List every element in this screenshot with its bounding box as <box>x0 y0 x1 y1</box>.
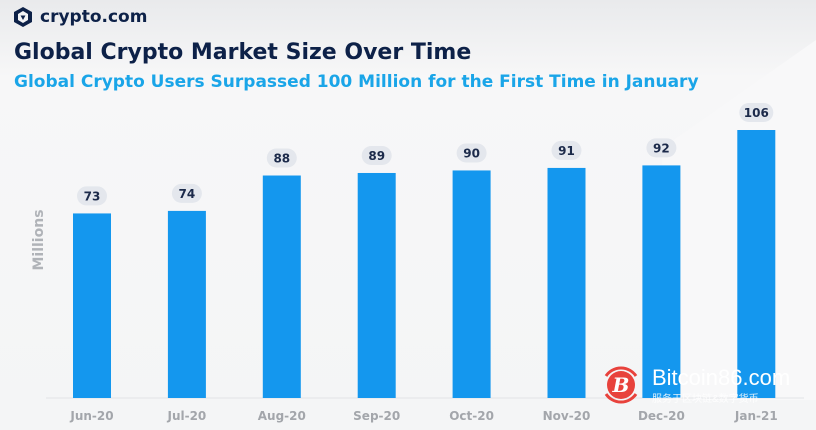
crypto-com-logo-icon <box>14 7 32 27</box>
data-label-pill <box>646 138 677 158</box>
chart-title: Global Crypto Market Size Over Time <box>14 40 472 65</box>
brand-logo: crypto.com <box>12 6 147 28</box>
x-tick-label: Jun-20 <box>69 409 113 423</box>
x-tick-label: Sep-20 <box>353 409 400 423</box>
data-label: 106 <box>744 106 769 120</box>
data-label-pill <box>266 148 297 168</box>
bar-Jun-20 <box>73 213 111 398</box>
bitcoin-watermark-icon: B <box>604 366 638 404</box>
chart-subtitle: Global Crypto Users Surpassed 100 Millio… <box>14 72 699 92</box>
svg-text:B: B <box>612 373 630 397</box>
bar-Jul-20 <box>167 210 206 398</box>
bar-Aug-20 <box>262 175 301 398</box>
bar-Dec-20 <box>642 165 681 398</box>
watermark-sub: 服务于区块链&数字货币 <box>652 393 759 405</box>
data-label-pill <box>171 183 202 203</box>
data-label-pill <box>361 145 392 165</box>
data-label: 73 <box>84 189 101 203</box>
brand-name: crypto.com <box>40 7 148 27</box>
x-tick-label: Dec-20 <box>638 409 685 423</box>
x-tick-label: Oct-20 <box>449 409 494 423</box>
x-tick-label: Jul-20 <box>166 409 206 423</box>
data-label: 92 <box>653 141 670 155</box>
watermark: B Bitcoin86.com 服务于区块链&数字货币 <box>598 362 790 408</box>
bar-Jan-21 <box>737 130 776 398</box>
bar-Sep-20 <box>357 172 396 398</box>
x-tick-label: Jan-21 <box>734 409 778 423</box>
data-label-pill <box>77 186 107 206</box>
data-label: 91 <box>558 144 575 158</box>
data-label: 90 <box>463 146 480 160</box>
y-axis-label: Millions <box>31 209 47 270</box>
data-label: 89 <box>368 149 385 163</box>
watermark-main: Bitcoin86.com <box>652 364 791 390</box>
data-label: 74 <box>179 187 196 201</box>
data-label: 88 <box>273 152 290 166</box>
bar-Nov-20 <box>547 167 586 398</box>
bar-Oct-20 <box>452 170 491 398</box>
data-label-pill <box>456 143 487 163</box>
data-label-pill <box>739 103 774 122</box>
data-label-pill <box>551 140 582 160</box>
x-tick-label: Nov-20 <box>543 409 591 423</box>
x-tick-label: Aug-20 <box>258 409 306 423</box>
